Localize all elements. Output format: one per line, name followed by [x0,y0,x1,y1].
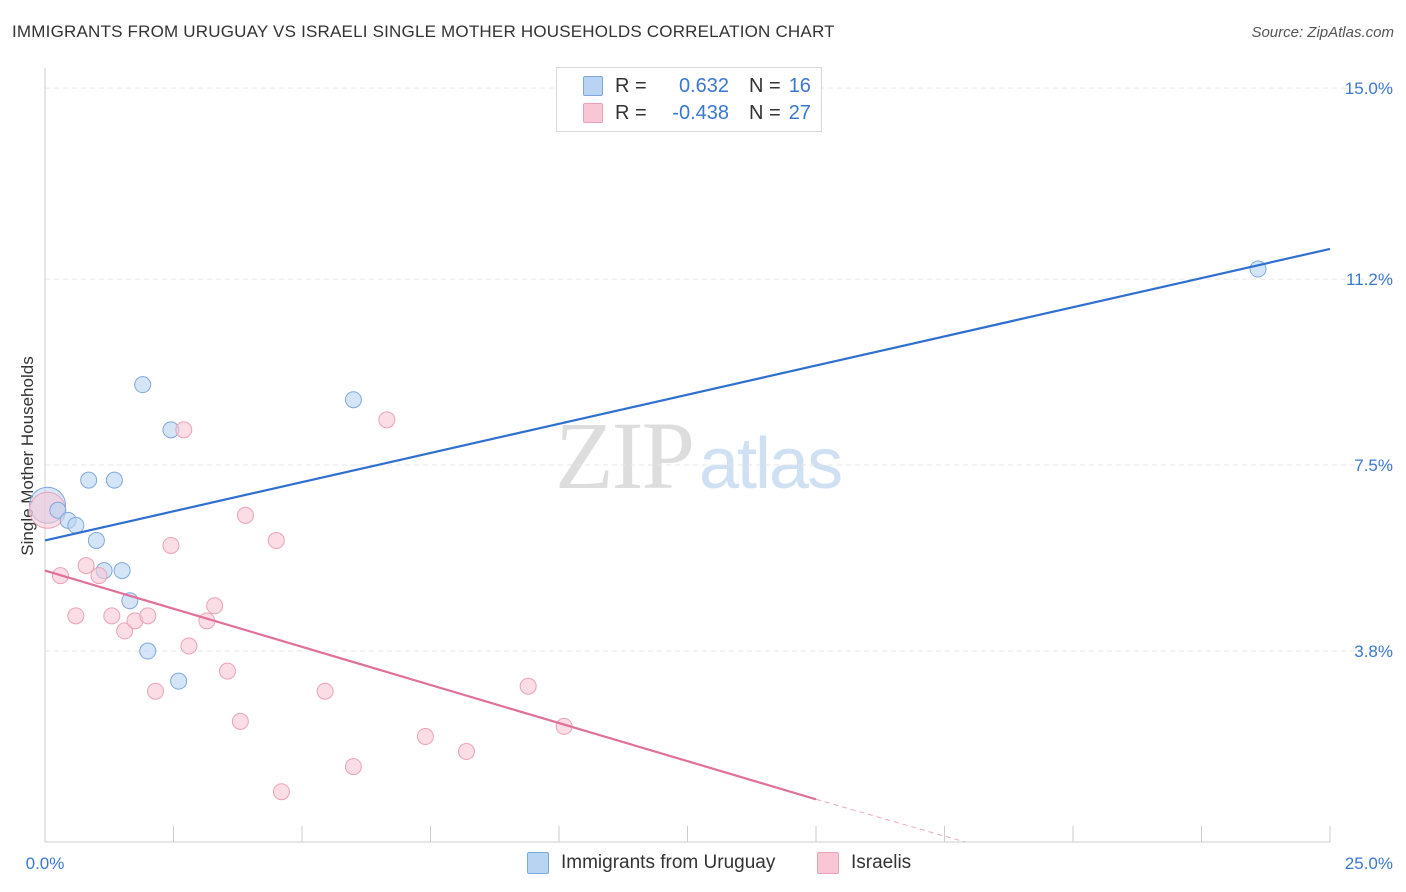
data-point-uruguay [170,672,188,690]
x-tick-label-max: 25.0% [1345,854,1393,873]
legend-swatch-uruguay [583,76,603,96]
data-point-israelis [175,421,193,439]
y-tick-label: 7.5% [1354,456,1393,475]
bottom-legend-uruguay: Immigrants from Uruguay [527,852,775,874]
data-point-israelis [267,531,285,549]
data-point-israelis [218,662,236,680]
data-point-israelis [180,637,198,655]
legend-r-value-israelis: -0.438 [672,101,729,124]
data-point-uruguay [113,562,131,580]
data-point-israelis [519,677,537,695]
data-point-israelis [231,712,249,730]
data-point-israelis [90,567,108,585]
data-point-israelis [344,758,362,776]
data-point-uruguay [105,471,123,489]
legend-row-uruguay: R = 0.632 N = 16 [583,73,811,99]
legend-r-value-uruguay: 0.632 [678,74,729,97]
data-point-israelis [139,607,157,625]
data-point-israelis [77,557,95,575]
y-tick-label: 15.0% [1345,79,1393,98]
trend-line-israelis [44,569,817,801]
data-point-israelis [147,682,165,700]
data-point-israelis [236,506,254,524]
data-point-israelis [116,622,134,640]
data-point-uruguay [67,516,85,534]
data-point-israelis [206,597,224,615]
data-point-israelis [457,743,475,761]
bottom-legend-swatch-uruguay [527,852,549,874]
bottom-legend-label-israelis: Israelis [851,852,912,873]
data-point-israelis [103,607,121,625]
trend-line-uruguay [44,247,1331,542]
y-tick-label: 3.8% [1354,642,1393,661]
data-point-uruguay [134,376,152,394]
data-point-israelis [416,727,434,745]
data-point-uruguay [139,642,157,660]
bottom-legend-label-uruguay: Immigrants from Uruguay [561,852,776,873]
chart-source: Source: ZipAtlas.com [1251,24,1394,41]
y-tick-label: 11.2% [1346,270,1393,289]
data-point-uruguay [49,501,67,519]
bottom-legend-swatch-israelis [817,852,839,874]
data-point-israelis [272,783,290,801]
trend-line-extension-israelis [815,798,966,843]
legend-n-label: N = [749,74,781,97]
legend-n-value-israelis: 27 [788,101,811,124]
legend-r-label: R = [615,101,647,124]
legend-row-israelis: R = -0.438 N = 27 [583,100,811,126]
x-tick-label-min: 0.0% [26,854,65,873]
bottom-legend-israelis: Israelis [817,852,911,874]
data-point-israelis [67,607,85,625]
data-point-uruguay [80,471,98,489]
correlation-legend: R = 0.632 N = 16 R = -0.438 N = 27 [556,67,822,132]
data-point-israelis [378,411,396,429]
data-point-uruguay [87,531,105,549]
legend-n-label: N = [749,101,781,124]
data-point-israelis [316,682,334,700]
legend-n-value-uruguay: 16 [788,74,811,97]
chart-title: IMMIGRANTS FROM URUGUAY VS ISRAELI SINGL… [12,22,835,41]
data-point-uruguay [344,391,362,409]
legend-swatch-israelis [583,103,603,123]
data-point-israelis [162,536,180,554]
legend-r-label: R = [615,74,647,97]
